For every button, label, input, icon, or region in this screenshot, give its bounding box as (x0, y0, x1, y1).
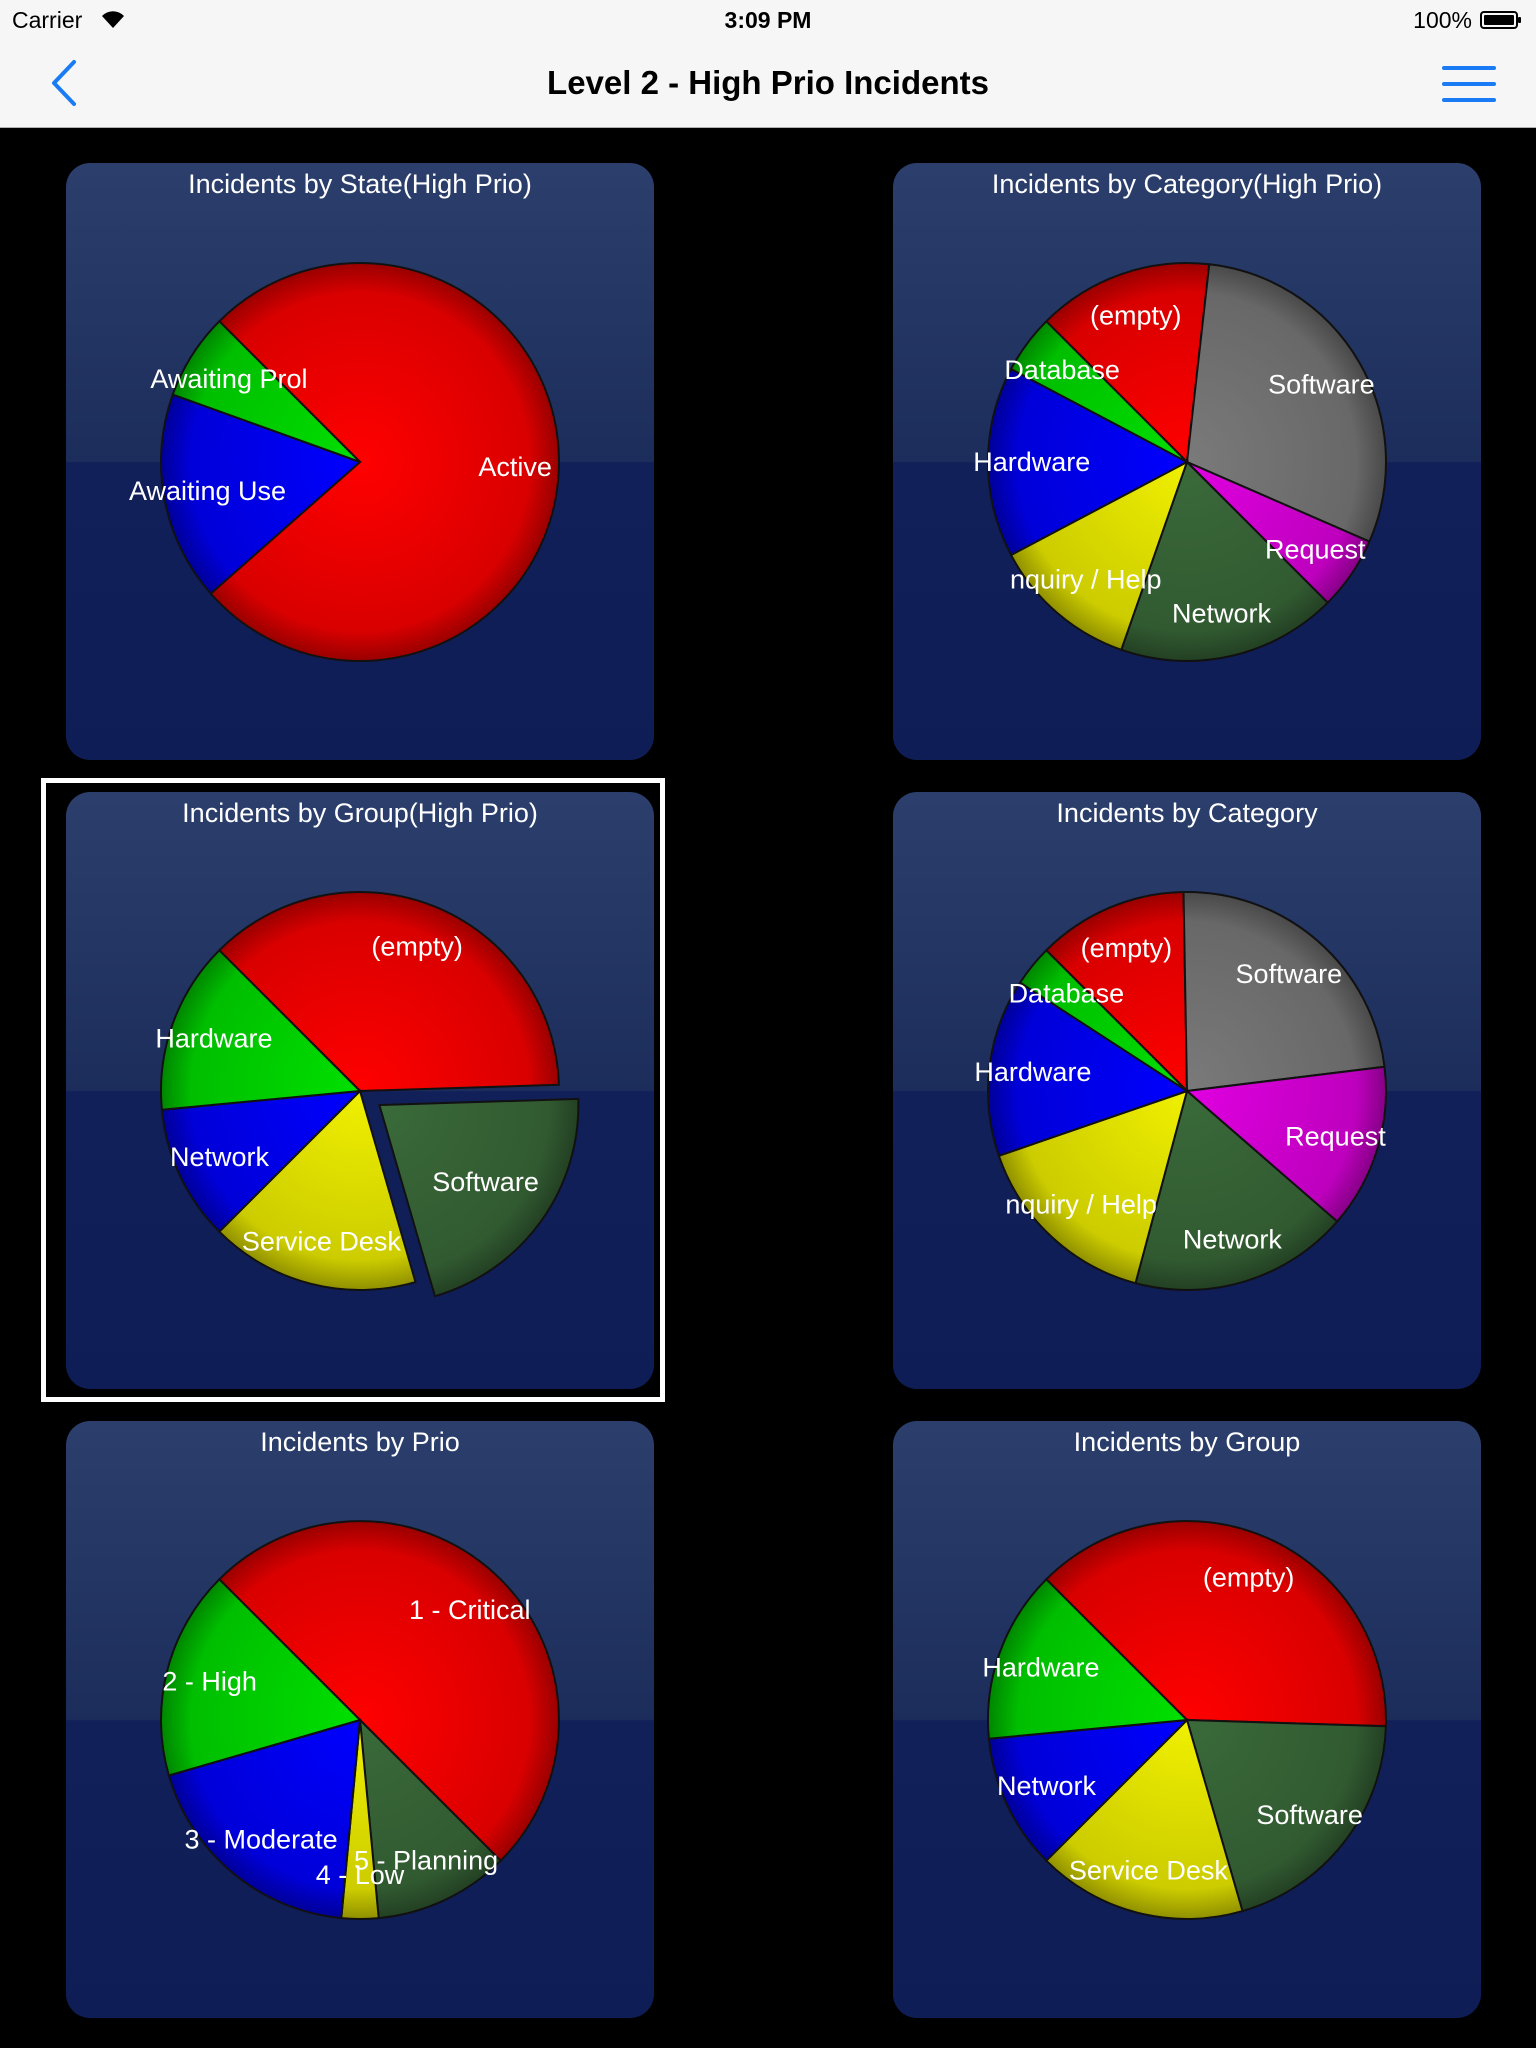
slice-label-software: Software (1268, 369, 1375, 399)
pie-slice-software[interactable] (1185, 263, 1387, 543)
slice-label-hardware: Hardware (155, 1023, 272, 1053)
chart-card-prio[interactable]: Incidents by Prio 1 - Critical 5 - Planni… (66, 1421, 654, 2018)
pie-slice-network[interactable] (160, 1089, 363, 1234)
slice-label-1-critical: 1 - Critical (409, 1595, 531, 1625)
pie-slice-awaiting-prol[interactable] (171, 319, 361, 463)
pie-slice-empty[interactable] (1044, 262, 1211, 465)
slice-label-active: Active (478, 452, 552, 482)
chart-card-group-high-prio[interactable]: Incidents by Group(High Prio) (empty) Sof… (66, 792, 654, 1389)
pie-slice-network[interactable] (987, 1718, 1190, 1863)
slice-label-empty: (empty) (1203, 1563, 1295, 1593)
pie-chart: (empty) Software Service Desk Network Hardwa… (155, 891, 580, 1298)
slice-label-4-low: 4 - Low (316, 1860, 405, 1890)
slice-label-software: Software (432, 1167, 539, 1197)
battery-percent: 100% (1413, 7, 1472, 33)
chart-title: Incidents by Category(High Prio) (991, 169, 1383, 199)
slice-label-hardware: Hardware (982, 1652, 1099, 1682)
pie-slice-software[interactable] (378, 1097, 580, 1298)
carrier-label: Carrier (12, 7, 83, 33)
status-bar: Carrier 3:09 PM 100% (0, 0, 1536, 40)
slice-label-2-high: 2 - High (162, 1666, 257, 1696)
slice-label-service-desk: Service Desk (242, 1226, 402, 1256)
pie-slice-network[interactable] (1119, 460, 1330, 662)
chart-card-category-high-prio[interactable]: Incidents by Category(High Prio) (empty)… (893, 163, 1481, 760)
pie-slice-network[interactable] (1134, 1089, 1339, 1291)
pie-chart: (empty) Software Request Network nquiry / He… (974, 891, 1387, 1291)
slice-label-hardware: Hardware (973, 447, 1090, 477)
slice-label-service-desk: Service Desk (1069, 1855, 1229, 1885)
slice-label-network: Network (1172, 598, 1272, 628)
slice-label-nquiry-help: nquiry / Help (1005, 1190, 1157, 1220)
slice-label-3-moderate: 3 - Moderate (185, 1825, 338, 1855)
slice-label-software: Software (1236, 959, 1343, 989)
pie-slice-request[interactable] (1184, 1065, 1387, 1223)
pie-slice-hardware[interactable] (160, 948, 363, 1111)
slice-label-5-planning: 5 - Planning (354, 1845, 498, 1875)
pie-slice-software[interactable] (1182, 891, 1386, 1093)
pie-chart: Active Awaiting Use Awaiting Prol (129, 262, 560, 662)
slice-label-awaiting-prol: Awaiting Prol (150, 364, 307, 394)
chart-title: Incidents by State(High Prio) (188, 169, 532, 199)
chart-title: Incidents by Prio (260, 1427, 460, 1457)
pie-slice-software[interactable] (1185, 1718, 1387, 1913)
slice-label-network: Network (1183, 1224, 1283, 1254)
slice-label-database: Database (1009, 978, 1125, 1008)
pie-slice-3-moderate[interactable] (167, 1718, 362, 1920)
slice-label-nquiry-help: nquiry / Help (1010, 565, 1162, 595)
slice-label-awaiting-use: Awaiting Use (129, 476, 286, 506)
status-time: 3:09 PM (724, 7, 812, 33)
slice-label-hardware: Hardware (974, 1057, 1091, 1087)
slice-label-empty: (empty) (371, 932, 463, 962)
pie-slice-service-desk[interactable] (1044, 1718, 1244, 1920)
slice-label-empty: (empty) (1090, 300, 1182, 330)
slice-label-empty: (empty) (1081, 933, 1173, 963)
pie-slice-hardware[interactable] (987, 367, 1190, 557)
wifi-icon (102, 11, 124, 28)
chart-title: Incidents by Group (1073, 1427, 1301, 1457)
pie-slice-empty[interactable] (217, 891, 560, 1093)
slice-label-network: Network (997, 1771, 1097, 1801)
page-title: Level 2 - High Prio Incidents (547, 64, 989, 101)
chart-card-group[interactable]: Incidents by Group (empty) Software Servic… (893, 1421, 1481, 2018)
pie-slice-nquiry-help[interactable] (1009, 459, 1189, 652)
chart-card-category[interactable]: Incidents by Category (empty) Software Req… (893, 792, 1481, 1389)
chart-card-state-high-prio[interactable]: Incidents by State(High Prio) Active Awai… (66, 163, 654, 760)
pie-chart: (empty) Software Request Network nquiry / He… (973, 262, 1387, 662)
pie-slice-hardware[interactable] (987, 981, 1190, 1158)
chevron-left-icon[interactable] (48, 58, 82, 108)
battery-icon (1480, 11, 1521, 29)
slice-label-request: Request (1265, 534, 1366, 564)
pie-slice-empty[interactable] (1044, 891, 1189, 1094)
pie-slice-empty[interactable] (1044, 1520, 1387, 1728)
pie-slice-1-critical[interactable] (217, 1520, 560, 1863)
slice-label-software: Software (1256, 1800, 1363, 1830)
pie-slice-5-planning[interactable] (358, 1717, 503, 1920)
slice-label-database: Database (1004, 355, 1120, 385)
navigation-bar: Level 2 - High Prio Incidents (0, 40, 1536, 128)
chart-title: Incidents by Category (1056, 798, 1318, 828)
pie-slice-database[interactable] (1018, 948, 1188, 1092)
pie-slice-database[interactable] (1009, 319, 1188, 463)
slice-label-network: Network (170, 1142, 270, 1172)
pie-chart: (empty) Software Service Desk Network Hardwa… (982, 1520, 1387, 1920)
pie-slice-hardware[interactable] (987, 1577, 1190, 1740)
pie-slice-service-desk[interactable] (217, 1089, 417, 1291)
hamburger-menu-icon[interactable] (1442, 62, 1496, 106)
pie-slice-nquiry-help[interactable] (997, 1089, 1189, 1285)
pie-slice-2-high[interactable] (160, 1577, 362, 1777)
chart-title: Incidents by Group(High Prio) (182, 798, 538, 828)
pie-slice-active[interactable] (209, 262, 560, 662)
slice-label-request: Request (1285, 1121, 1386, 1151)
